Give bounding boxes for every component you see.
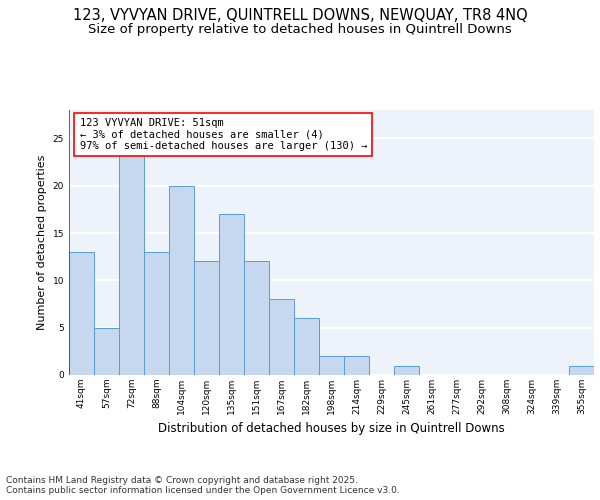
X-axis label: Distribution of detached houses by size in Quintrell Downs: Distribution of detached houses by size …: [158, 422, 505, 436]
Bar: [169, 186, 194, 375]
Bar: [294, 318, 319, 375]
Bar: [344, 356, 369, 375]
Bar: [194, 262, 219, 375]
Bar: [69, 252, 94, 375]
Bar: [569, 366, 594, 375]
Text: Contains HM Land Registry data © Crown copyright and database right 2025.
Contai: Contains HM Land Registry data © Crown c…: [6, 476, 400, 495]
Bar: [119, 138, 144, 375]
Bar: [219, 214, 244, 375]
Text: 123, VYVYAN DRIVE, QUINTRELL DOWNS, NEWQUAY, TR8 4NQ: 123, VYVYAN DRIVE, QUINTRELL DOWNS, NEWQ…: [73, 8, 527, 22]
Bar: [394, 366, 419, 375]
Bar: [144, 252, 169, 375]
Text: Size of property relative to detached houses in Quintrell Downs: Size of property relative to detached ho…: [88, 22, 512, 36]
Bar: [94, 328, 119, 375]
Bar: [319, 356, 344, 375]
Bar: [269, 300, 294, 375]
Bar: [244, 262, 269, 375]
Y-axis label: Number of detached properties: Number of detached properties: [37, 155, 47, 330]
Text: 123 VYVYAN DRIVE: 51sqm
← 3% of detached houses are smaller (4)
97% of semi-deta: 123 VYVYAN DRIVE: 51sqm ← 3% of detached…: [79, 118, 367, 151]
